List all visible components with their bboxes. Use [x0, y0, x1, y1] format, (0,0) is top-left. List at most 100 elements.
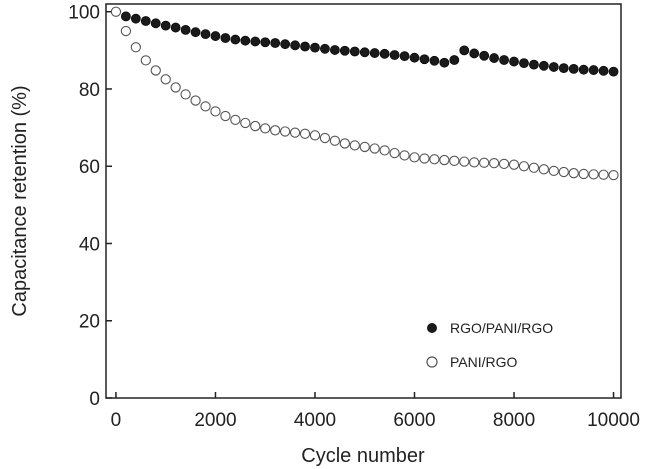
data-point	[518, 161, 530, 172]
data-point	[538, 60, 549, 71]
y-tick-label: 80	[79, 80, 100, 101]
legend: RGO/PANI/RGO PANI/RGO	[426, 320, 553, 370]
data-point	[588, 65, 599, 75]
data-point	[459, 45, 470, 56]
data-point	[379, 48, 390, 59]
y-tick-label: 20	[79, 312, 100, 333]
data-point	[180, 89, 191, 100]
data-point	[389, 50, 400, 60]
data-point	[508, 159, 520, 170]
data-point	[578, 168, 589, 180]
data-point	[309, 130, 321, 141]
series-pani-rgo	[110, 6, 619, 181]
data-point	[389, 147, 400, 159]
data-point	[588, 169, 599, 180]
data-point	[160, 74, 171, 85]
data-point	[200, 29, 211, 40]
data-point	[568, 168, 579, 179]
y-axis-ticks: 0 20 40 60 80 100	[68, 3, 112, 410]
x-tick-label: 8000	[493, 410, 535, 431]
data-point	[279, 126, 291, 137]
data-point	[319, 132, 331, 144]
data-point	[240, 117, 251, 129]
data-point	[220, 33, 231, 43]
data-point	[469, 157, 480, 168]
data-point	[379, 145, 390, 156]
data-point	[289, 127, 301, 138]
x-tick-label: 10000	[587, 410, 640, 431]
data-point	[598, 65, 609, 76]
data-point	[339, 138, 350, 149]
data-point	[150, 65, 161, 76]
data-point	[608, 169, 619, 181]
data-point	[568, 63, 579, 74]
x-tick-label: 4000	[294, 410, 336, 431]
legend-label-pani-rgo: PANI/RGO	[450, 354, 518, 370]
data-point	[548, 165, 559, 177]
data-point	[439, 57, 450, 68]
data-point	[200, 101, 211, 112]
data-point	[409, 152, 420, 163]
data-point	[548, 62, 559, 72]
data-point	[489, 53, 500, 63]
data-point	[190, 95, 201, 106]
data-point	[230, 114, 241, 126]
y-tick-label: 60	[79, 157, 100, 178]
data-point	[409, 52, 420, 63]
data-point	[310, 42, 320, 53]
data-point	[419, 153, 430, 164]
data-point	[578, 64, 589, 75]
data-point	[399, 150, 410, 161]
x-tick-label: 2000	[194, 410, 236, 431]
data-point	[449, 155, 460, 166]
data-point	[320, 43, 330, 54]
data-point	[240, 35, 251, 46]
data-point	[498, 158, 510, 170]
data-point	[429, 154, 440, 165]
data-point	[598, 169, 609, 180]
data-point	[349, 140, 360, 151]
data-point	[299, 128, 311, 139]
data-point	[529, 59, 539, 70]
data-point	[479, 50, 490, 61]
data-point	[349, 46, 360, 57]
y-tick-label: 0	[89, 389, 100, 410]
data-point	[479, 157, 490, 168]
data-point	[290, 40, 300, 51]
data-point	[359, 141, 370, 153]
data-point	[220, 110, 231, 122]
data-point	[608, 66, 619, 77]
data-point	[499, 55, 509, 65]
data-point	[329, 45, 340, 55]
legend-marker-pani-rgo	[426, 356, 438, 368]
data-point	[260, 37, 271, 48]
data-point	[300, 41, 310, 52]
data-point	[509, 56, 519, 67]
data-point	[399, 51, 410, 62]
data-point	[121, 11, 131, 22]
data-point	[429, 55, 440, 66]
data-point	[519, 58, 529, 68]
legend-marker-rgo-pani-rgo	[427, 323, 437, 333]
x-axis-title: Cycle number	[301, 445, 425, 467]
data-point	[469, 48, 480, 59]
data-point	[170, 22, 181, 33]
data-point	[488, 157, 500, 169]
x-tick-label: 6000	[393, 410, 435, 431]
data-point	[140, 16, 151, 26]
data-point	[449, 55, 460, 65]
data-point	[459, 156, 470, 167]
y-axis-title: Capacitance retention (%)	[9, 85, 31, 316]
x-axis-ticks: 0 2000 4000 6000 8000 10000	[111, 392, 640, 431]
data-point	[270, 38, 281, 48]
data-point	[369, 143, 380, 154]
data-point	[558, 166, 569, 178]
data-point	[339, 45, 350, 56]
data-point	[558, 63, 569, 74]
x-tick-label: 0	[111, 410, 122, 431]
data-point	[160, 20, 171, 31]
data-point	[140, 55, 151, 66]
data-point	[190, 27, 201, 38]
plot-frame	[105, 3, 622, 399]
